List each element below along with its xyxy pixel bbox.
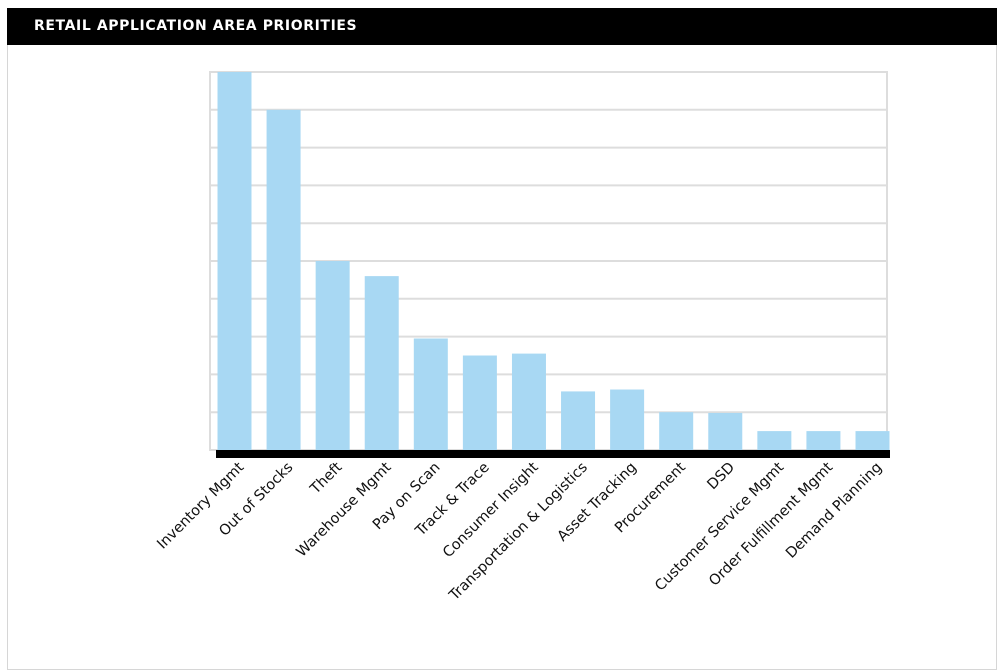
bar-inventory-mgmt — [217, 72, 252, 450]
bar-demand-planning — [855, 431, 890, 450]
x-tick-label: Demand Planning — [783, 460, 885, 562]
bar-out-of-stocks — [266, 109, 301, 451]
chart-frame — [7, 8, 997, 670]
x-tick-label: Consumer Insight — [440, 459, 542, 561]
bars — [217, 72, 890, 451]
x-tick-label: DSD — [704, 460, 738, 494]
bar-asset-tracking — [610, 389, 645, 450]
x-tick-label: Theft — [307, 459, 346, 498]
bar-procurement — [659, 412, 694, 450]
x-axis-baseline — [216, 450, 890, 458]
bar-warehouse-mgmt — [364, 276, 399, 450]
bar-pay-on-scan — [413, 338, 448, 450]
bar-dsd — [708, 412, 743, 450]
gridlines — [209, 71, 888, 451]
bar-transportation-logistics — [561, 391, 596, 450]
x-tick-label: Warehouse Mgmt — [294, 459, 395, 560]
x-tick-label: Inventory Mgmt — [154, 459, 247, 552]
bar-consumer-insight — [511, 353, 546, 450]
x-axis — [216, 450, 890, 458]
bar-customer-service-mgmt — [757, 431, 792, 450]
bar-order-fulfillment-mgmt — [806, 431, 841, 450]
bar-track-trace — [462, 355, 497, 450]
bar-theft — [315, 261, 350, 450]
chart-title: RETAIL APPLICATION AREA PRIORITIES — [7, 8, 997, 45]
